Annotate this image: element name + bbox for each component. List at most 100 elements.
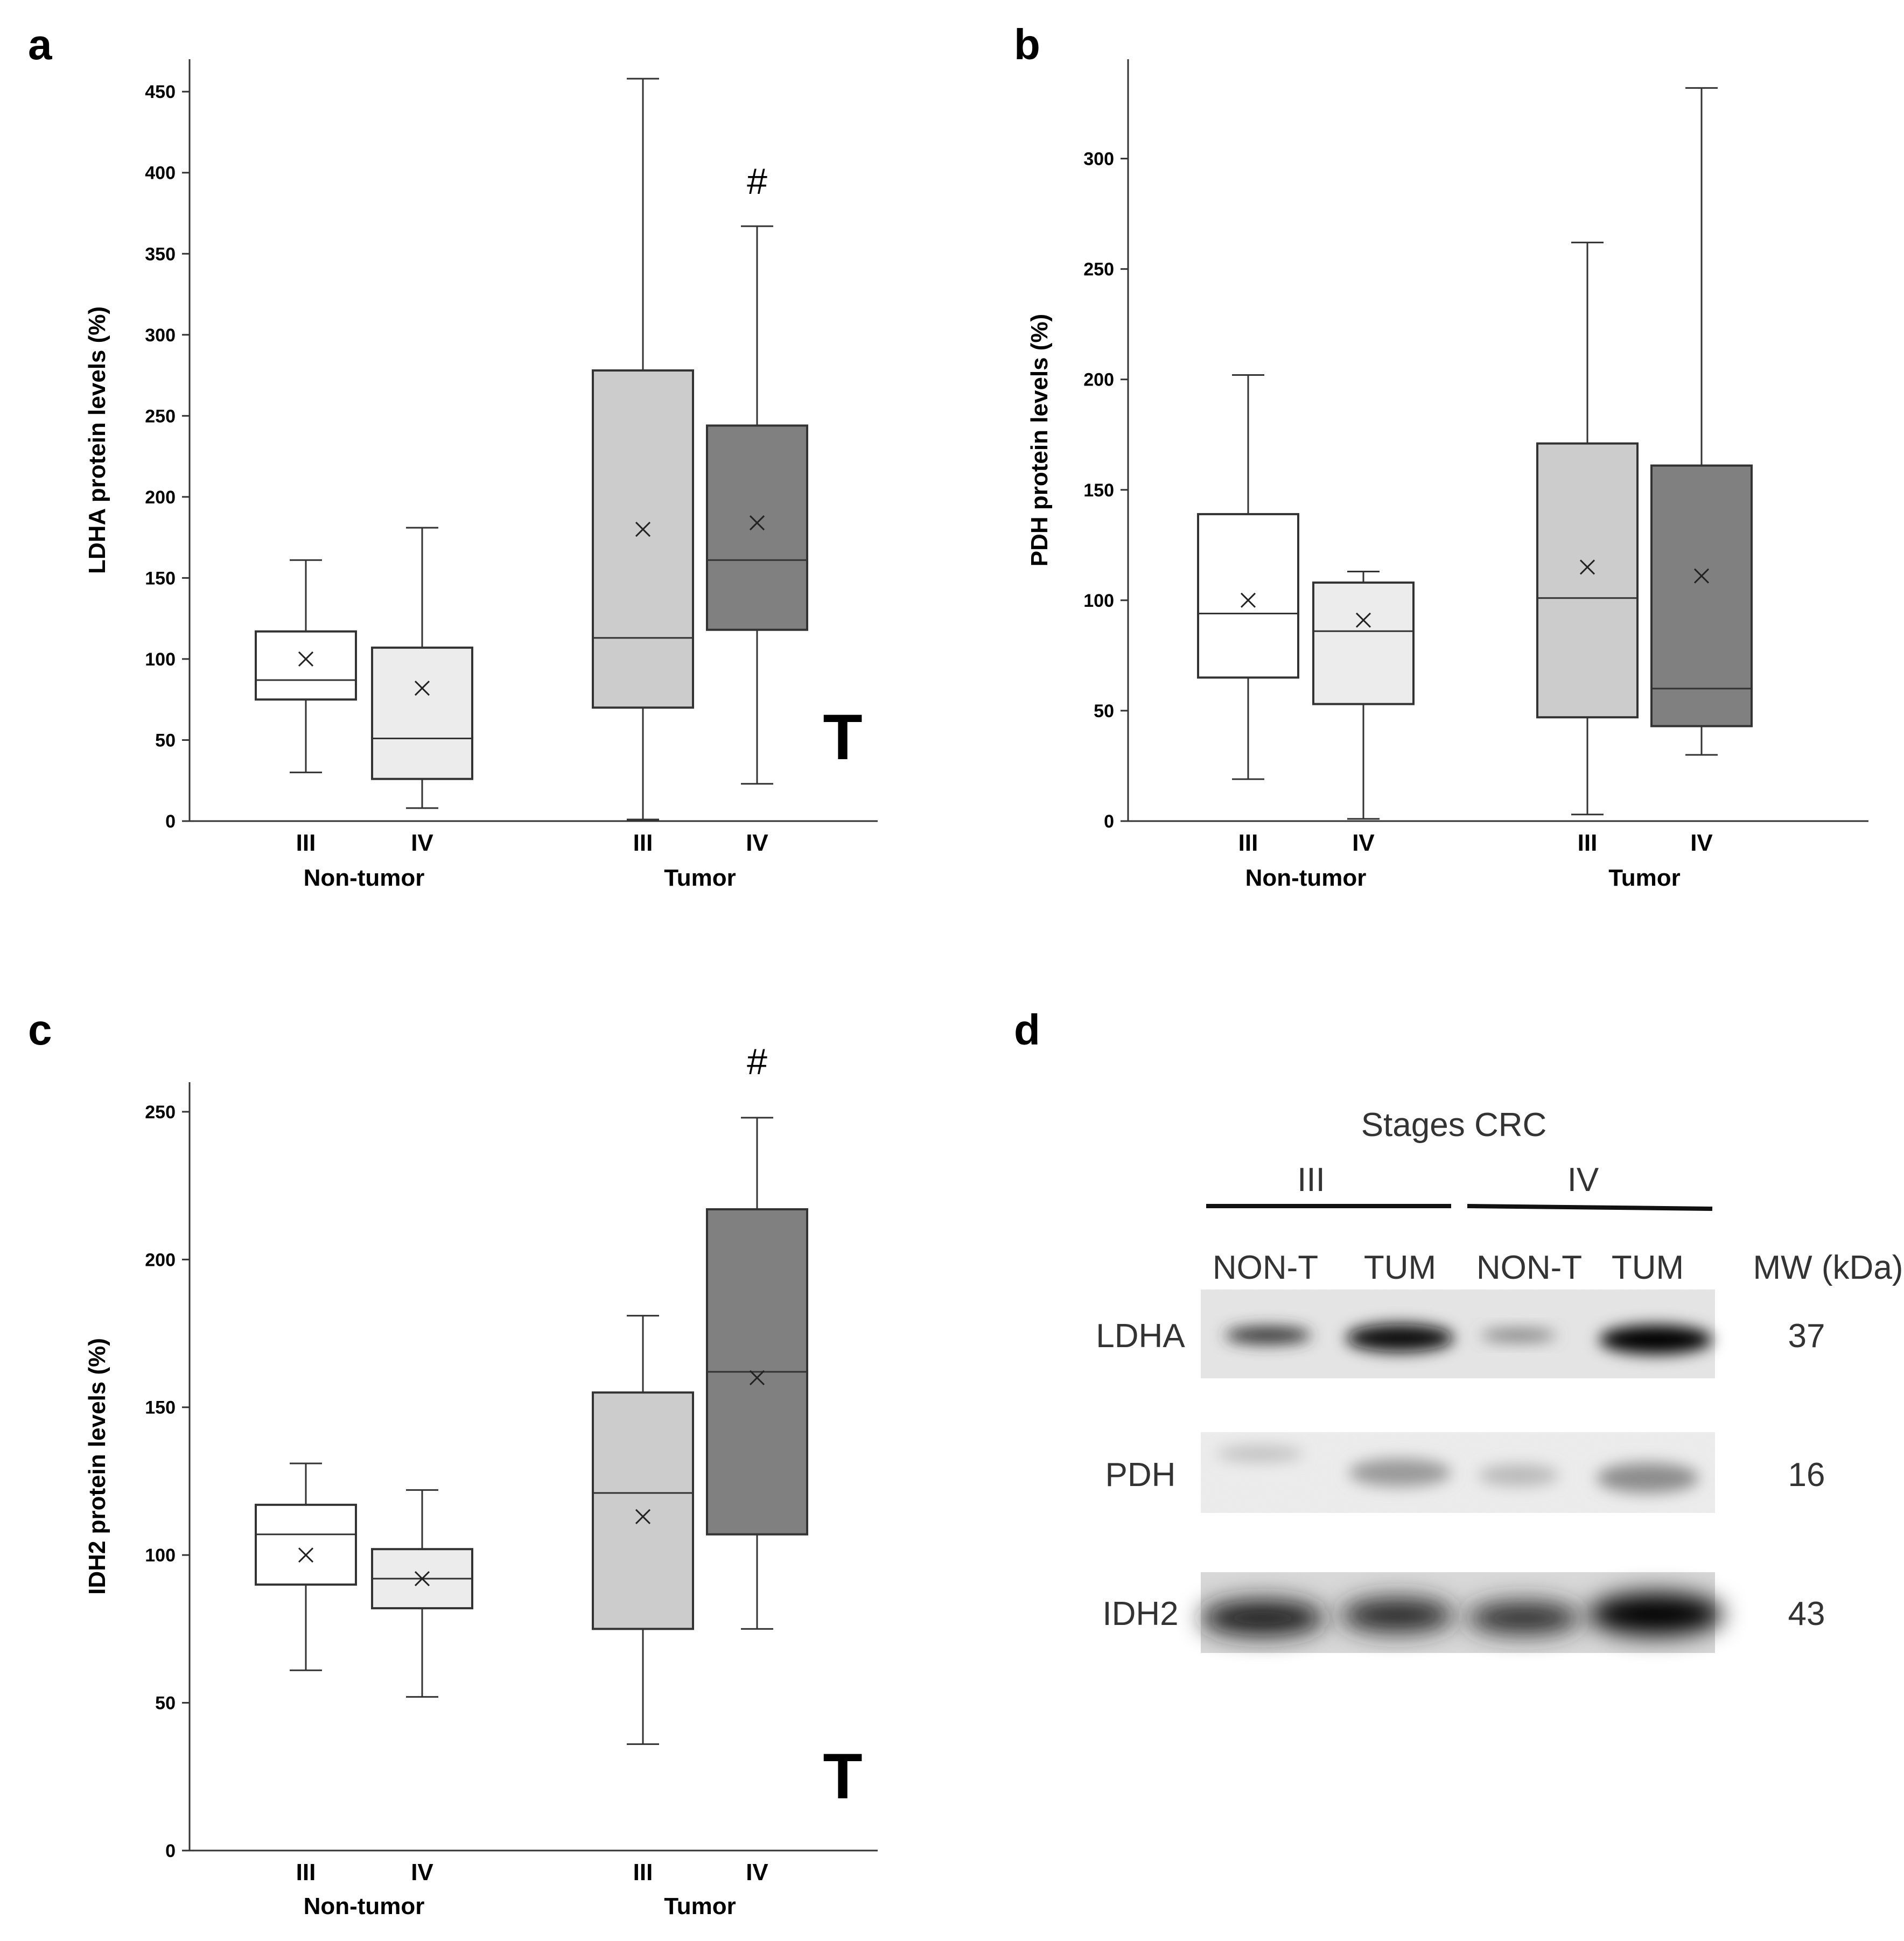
x-category-label: IV: [411, 830, 433, 856]
y-tick-label: 250: [145, 1102, 176, 1123]
iqr-box: [1312, 581, 1415, 705]
panel-letter-d: d: [1014, 1006, 1040, 1054]
blot-lane-label-3: NON-T: [1476, 1249, 1582, 1286]
blot-lane-label-4: TUM: [1612, 1249, 1684, 1286]
x-group-label-non-tumor: Non-tumor: [304, 1893, 425, 1919]
y-tick-label: 50: [155, 730, 176, 751]
x-group-label-non-tumor: Non-tumor: [304, 865, 425, 891]
panel-letter-b: b: [1014, 20, 1040, 68]
x-group-label-tumor: Tumor: [664, 1893, 736, 1919]
x-category-label: IV: [1352, 830, 1375, 856]
blot-stage-iv-label: IV: [1567, 1161, 1599, 1199]
blot-band-idh2-iii-tum: [1341, 1598, 1454, 1632]
y-tick-label: 350: [145, 244, 176, 264]
tumor-effect-marker: T: [823, 701, 862, 773]
x-group-label-non-tumor: Non-tumor: [1245, 865, 1367, 891]
box-tumor-iv: [706, 225, 808, 785]
iqr-box: [255, 1503, 357, 1586]
box-tumor-iv: [706, 1117, 808, 1630]
y-axis-title: PDH protein levels (%): [1026, 314, 1053, 566]
y-axis-title: IDH2 protein levels (%): [84, 1338, 110, 1595]
mean-marker: [635, 1509, 651, 1524]
y-tick-label: 0: [1104, 811, 1114, 832]
iqr-box: [255, 630, 357, 701]
blot-row-label-idh2: IDH2: [1102, 1595, 1178, 1632]
y-tick-label: 300: [145, 325, 176, 346]
y-tick-label: 200: [145, 487, 176, 508]
mean-marker: [749, 515, 765, 531]
box-tumor-iii: [592, 78, 694, 821]
blot-row-label-ldha: LDHA: [1096, 1318, 1185, 1355]
y-tick-label: 0: [165, 1841, 176, 1861]
iqr-box: [1536, 442, 1639, 719]
iqr-box: [371, 646, 473, 780]
mean-marker: [298, 651, 314, 667]
x-category-label: III: [1238, 830, 1258, 856]
x-category-label: IV: [746, 830, 768, 856]
chart-panel-c-idh2: 0 50 100 150 200 250 IDH2 protein levels (%) II…: [84, 1041, 878, 1919]
mean-marker: [1355, 612, 1371, 628]
blot-title: Stages CRC: [1361, 1106, 1547, 1144]
y-tick-label: 150: [145, 1398, 176, 1418]
mean-marker: [414, 1571, 430, 1587]
x-category-label: III: [296, 1859, 316, 1886]
x-group-label-tumor: Tumor: [664, 865, 736, 891]
blot-band-idh2-iv-nont: [1467, 1602, 1580, 1634]
x-category-label: III: [1578, 830, 1598, 856]
mean-marker: [1579, 559, 1595, 575]
mean-marker: [298, 1547, 314, 1563]
y-tick-label: 150: [1083, 480, 1114, 501]
mean-marker: [1693, 568, 1710, 584]
iqr-box: [1197, 513, 1299, 679]
y-tick-label: 250: [1083, 260, 1114, 280]
iqr-box: [592, 369, 694, 709]
y-tick-label: 400: [145, 163, 176, 184]
x-category-label: III: [633, 830, 653, 856]
box-non-tumor-iv: [371, 527, 473, 809]
tumor-effect-marker: T: [823, 1740, 862, 1812]
box-tumor-iii: [1536, 241, 1639, 816]
x-category-label: IV: [411, 1859, 433, 1886]
box-tumor-iii: [592, 1315, 694, 1745]
blot-stage-iv-bracket: [1467, 1204, 1713, 1211]
x-group-label-tumor: Tumor: [1608, 865, 1681, 891]
y-axis-title: LDHA protein levels (%): [84, 306, 110, 574]
y-tick-label: 450: [145, 82, 176, 102]
y-tick-label: 200: [145, 1250, 176, 1270]
y-tick-label: 50: [155, 1693, 176, 1714]
iqr-box: [592, 1391, 694, 1630]
x-category-label: IV: [1690, 830, 1713, 856]
blot-lane-label-2: TUM: [1364, 1249, 1436, 1286]
blot-mw-header: MW (kDa): [1753, 1249, 1903, 1286]
mean-marker: [1240, 592, 1256, 608]
y-tick-label: 50: [1094, 701, 1114, 721]
x-category-label: III: [296, 830, 316, 856]
blot-row-label-pdh: PDH: [1105, 1456, 1176, 1494]
box-non-tumor-iii: [1197, 374, 1299, 780]
blot-mw-ldha: 37: [1788, 1318, 1825, 1355]
iqr-box: [1650, 464, 1753, 727]
x-category-label: III: [633, 1859, 653, 1886]
blot-mw-pdh: 16: [1788, 1456, 1825, 1494]
box-non-tumor-iv: [1312, 571, 1415, 820]
blot-mw-idh2: 43: [1788, 1595, 1825, 1632]
blot-band-pdh-iv-tum: [1597, 1463, 1699, 1493]
blot-band-ldha-iii-nont: [1225, 1327, 1311, 1344]
box-non-tumor-iii: [255, 559, 357, 774]
y-tick-label: 250: [145, 406, 176, 426]
blot-band-ldha-iv-tum: [1599, 1325, 1712, 1354]
significance-hash: #: [747, 1041, 767, 1082]
y-tick-label: 100: [145, 649, 176, 670]
blot-lane-label-1: NON-T: [1213, 1249, 1318, 1286]
iqr-box: [706, 424, 808, 631]
y-tick-label: 100: [1083, 591, 1114, 611]
panel-letter-c: c: [28, 1006, 52, 1054]
blot-band-idh2-iv-tum: [1588, 1593, 1723, 1636]
blot-band-pdh-iv-nont: [1478, 1464, 1559, 1486]
significance-hash: #: [747, 161, 767, 202]
y-tick-label: 300: [1083, 149, 1114, 170]
blot-band-idh2-iii-nont: [1201, 1600, 1325, 1636]
box-tumor-iv: [1650, 87, 1753, 756]
box-non-tumor-iv: [371, 1489, 473, 1698]
